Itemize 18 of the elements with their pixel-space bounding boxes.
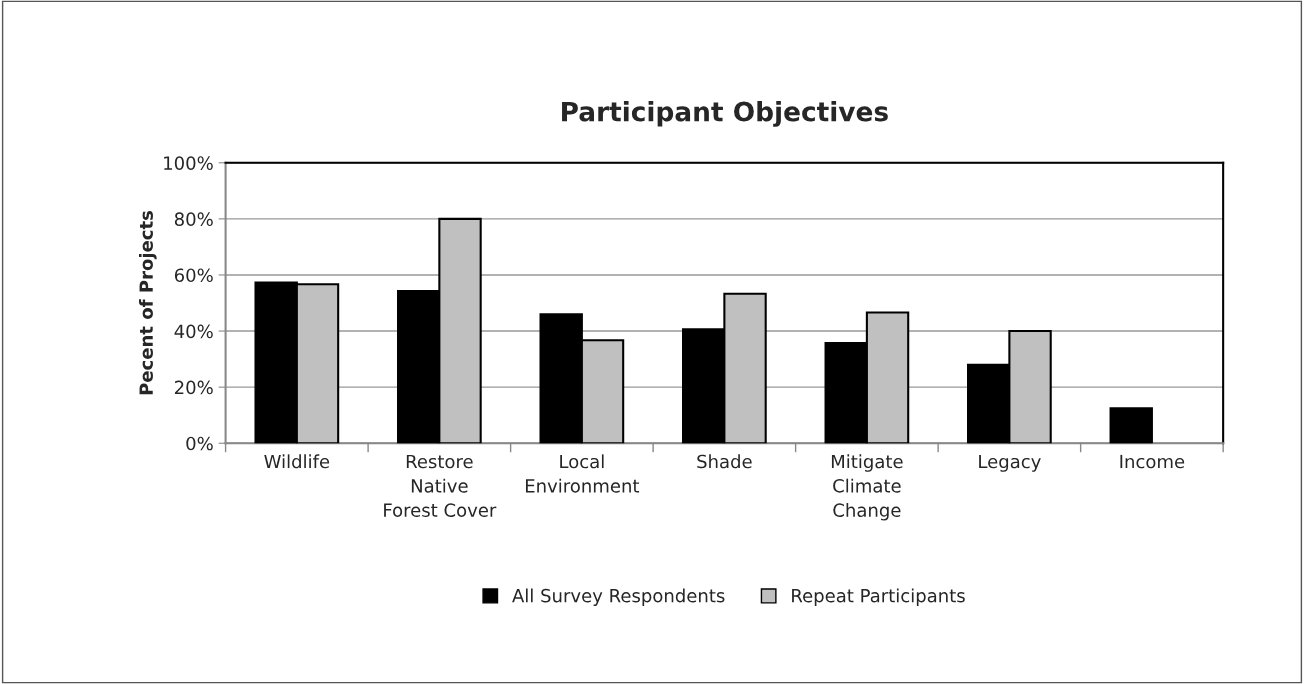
y-tick-label: 0% bbox=[186, 436, 213, 451]
x-tick-label: Legacy bbox=[979, 454, 1041, 472]
x-tick-label: Restore Native Forest Cover bbox=[384, 454, 497, 517]
y-tick-label: 80% bbox=[174, 212, 213, 226]
y-tick-label: 20% bbox=[174, 380, 213, 395]
x-tick-label: Mitigate Climate Change bbox=[831, 454, 903, 521]
x-tick-label: Income bbox=[1120, 454, 1185, 469]
y-tick-label: 100% bbox=[164, 156, 213, 170]
bar bbox=[1109, 407, 1153, 444]
x-tick-label: Shade bbox=[697, 454, 752, 469]
y-tick-label: 60% bbox=[174, 268, 213, 283]
x-tick-label: Local Environment bbox=[526, 454, 640, 493]
legend-label: All Survey Respondents bbox=[512, 588, 725, 606]
chart-title: Participant Objectives bbox=[562, 101, 888, 127]
y-axis-title: Pecent of Projects bbox=[139, 210, 157, 395]
legend-label: Repeat Participants bbox=[792, 588, 965, 606]
y-tick-label: 40% bbox=[174, 324, 213, 339]
x-tick-label: Wildlife bbox=[264, 454, 330, 469]
